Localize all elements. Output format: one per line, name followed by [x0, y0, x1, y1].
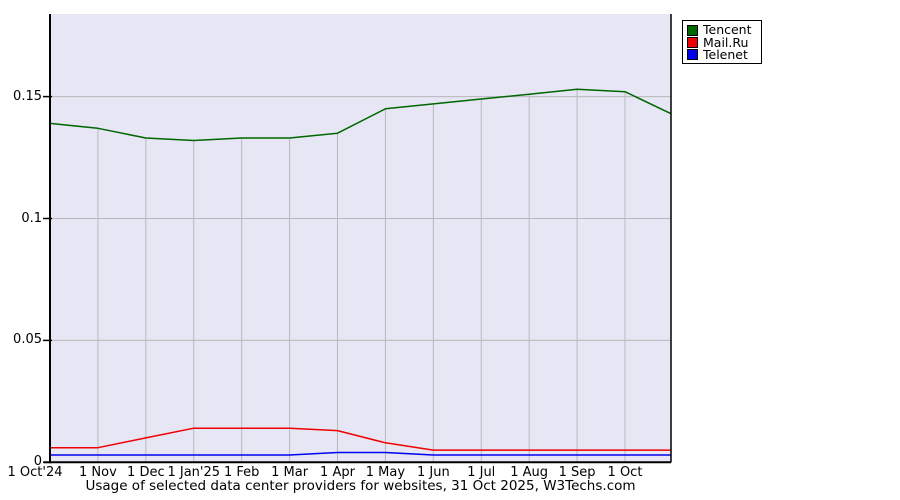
legend-item-telenet: Telenet	[687, 46, 757, 62]
legend-swatch-mailru	[687, 37, 698, 49]
y-tick-label: 0.05	[13, 332, 42, 348]
legend-swatch-telenet	[687, 49, 698, 61]
plot-background	[50, 14, 671, 463]
x-tick-label: 1 Jun	[416, 465, 450, 480]
legend-label-mailru: Mail.Ru	[703, 34, 749, 50]
legend: Tencent Mail.Ru Telenet	[682, 20, 762, 65]
y-tick-label: 0.1	[21, 210, 42, 226]
x-tick-label: 1 Dec	[127, 465, 165, 480]
legend-item-tencent: Tencent	[687, 22, 757, 38]
telenet-line	[50, 451, 671, 456]
x-tick-label: 1 Feb	[223, 465, 260, 480]
legend-item-mailru: Mail.Ru	[687, 36, 757, 48]
x-tick-label: 1 Oct'24	[7, 465, 63, 480]
x-tick-label: 1 Mar	[271, 465, 309, 480]
x-tick-label: 1 Jan'25	[167, 465, 221, 480]
chart-caption: Usage of selected data center providers …	[85, 478, 636, 494]
x-tick-label: 1 Nov	[79, 465, 117, 480]
y-tick-label: 0	[33, 454, 42, 470]
tencent-line	[49, 88, 672, 142]
mailru-line	[50, 427, 671, 451]
legend-label-telenet: Telenet	[703, 46, 748, 62]
x-tick-label: 1 May	[365, 465, 406, 480]
x-tick-label: 1 Aug	[510, 465, 549, 480]
x-tick-label: 1 Oct	[607, 465, 643, 480]
legend-swatch-tencent	[687, 24, 698, 36]
x-tick-label: 1 Apr	[320, 465, 355, 480]
x-tick-label: 1 Sep	[558, 465, 596, 480]
legend-label-tencent: Tencent	[703, 22, 752, 38]
x-tick-label: 1 Jul	[467, 465, 496, 480]
y-tick-label: 0.15	[13, 88, 42, 104]
